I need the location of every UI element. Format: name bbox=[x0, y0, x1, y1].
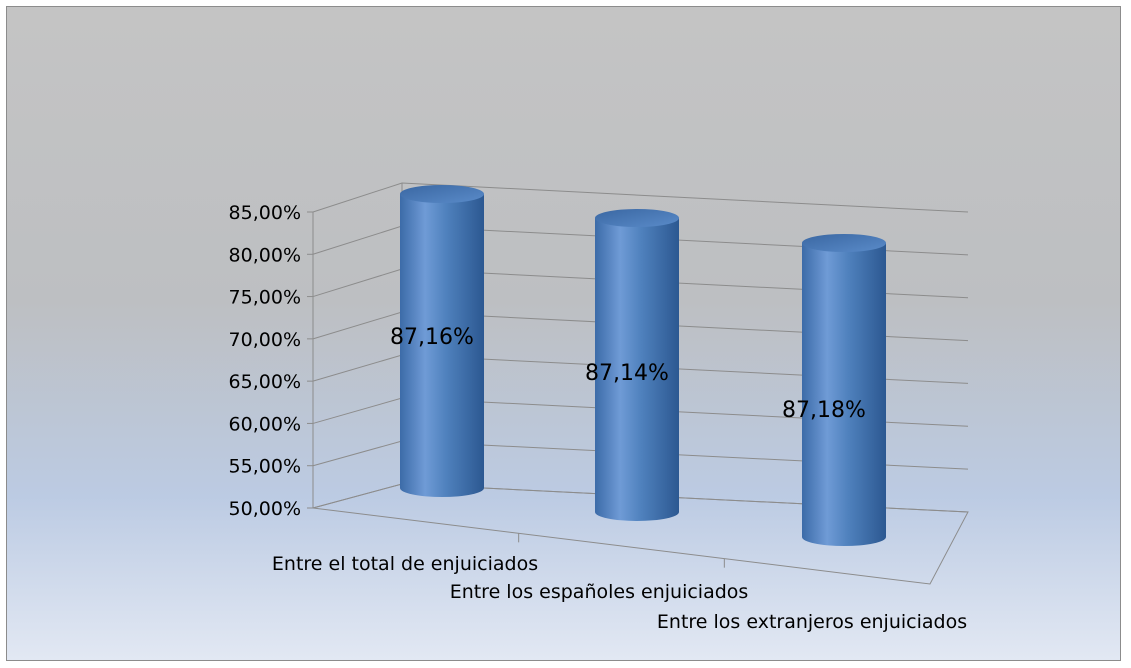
cylinder-top bbox=[595, 209, 679, 227]
cylinder-body bbox=[595, 218, 679, 521]
y-tick-label: 50,00% bbox=[229, 498, 301, 520]
data-label: 87,16% bbox=[390, 325, 474, 350]
y-tick-label: 60,00% bbox=[229, 413, 301, 435]
chart-area bbox=[6, 6, 1121, 661]
chart-labels: 50,00% 55,00% 60,00% 65,00% 70,00% 75,00% 80,0… bbox=[229, 202, 968, 633]
cylinder-bar bbox=[802, 234, 886, 546]
cylinder-top bbox=[400, 185, 484, 203]
data-label: 87,14% bbox=[585, 361, 669, 386]
chart-bars bbox=[400, 185, 886, 546]
y-tick-label: 70,00% bbox=[229, 329, 301, 351]
cylinder-top bbox=[802, 234, 886, 252]
y-tick-label: 55,00% bbox=[229, 456, 301, 478]
data-label: 87,18% bbox=[782, 398, 866, 423]
cylinder-bar bbox=[400, 185, 484, 497]
cylinder-body bbox=[802, 243, 886, 546]
y-tick-label: 75,00% bbox=[229, 287, 301, 309]
y-tick-label: 85,00% bbox=[229, 202, 301, 224]
category-label: Entre el total de enjuiciados bbox=[272, 553, 538, 575]
cylinder-bar bbox=[595, 209, 679, 521]
cylinder-body bbox=[400, 194, 484, 497]
category-label: Entre los españoles enjuiciados bbox=[450, 581, 749, 603]
y-tick-label: 65,00% bbox=[229, 371, 301, 393]
y-tick-label: 80,00% bbox=[229, 244, 301, 266]
category-label: Entre los extranjeros enjuiciados bbox=[657, 611, 967, 633]
